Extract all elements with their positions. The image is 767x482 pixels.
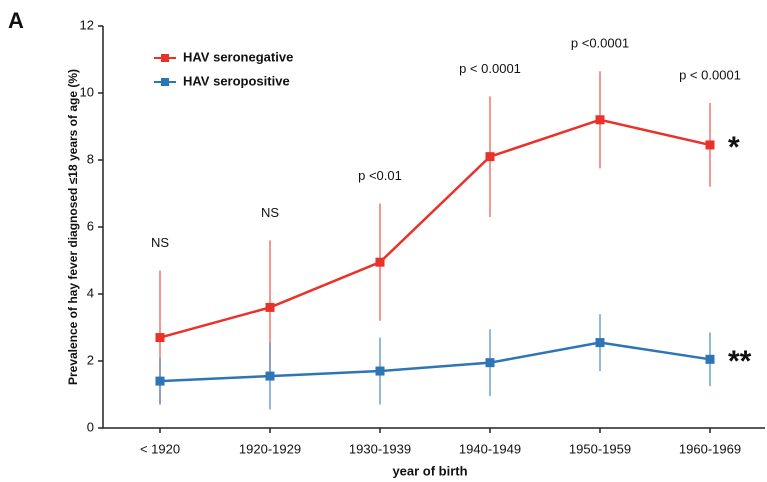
legend-label: HAV seropositive xyxy=(183,73,290,88)
series-note: ** xyxy=(728,345,752,378)
y-tick-label: 4 xyxy=(87,285,94,300)
x-tick-label: 1960-1969 xyxy=(679,441,741,456)
y-tick-label: 2 xyxy=(87,352,94,367)
point xyxy=(265,371,275,381)
point xyxy=(155,333,165,343)
y-axis-label: Prevalence of hay fever diagnosed ≤18 ye… xyxy=(66,69,80,385)
annotation: NS xyxy=(151,235,169,250)
point xyxy=(595,338,605,348)
point xyxy=(375,257,385,267)
point xyxy=(595,115,605,125)
point xyxy=(705,354,715,364)
x-tick-label: < 1920 xyxy=(140,441,180,456)
y-tick-label: 10 xyxy=(80,84,94,99)
annotation: p <0.01 xyxy=(358,168,402,183)
x-tick-label: 1920-1929 xyxy=(239,441,301,456)
point xyxy=(265,302,275,312)
x-axis-label: year of birth xyxy=(392,463,467,478)
series-line xyxy=(159,341,711,383)
legend-label: HAV seronegative xyxy=(183,49,293,64)
y-tick-label: 12 xyxy=(80,17,94,32)
series-note: * xyxy=(728,131,740,164)
series-line xyxy=(159,118,711,339)
point xyxy=(155,376,165,386)
annotation: p < 0.0001 xyxy=(679,67,741,82)
x-tick-label: 1940-1949 xyxy=(459,441,521,456)
point xyxy=(375,366,385,376)
y-tick-label: 8 xyxy=(87,151,94,166)
annotation: p <0.0001 xyxy=(571,36,629,51)
point xyxy=(485,152,495,162)
point xyxy=(485,358,495,368)
y-tick-label: 6 xyxy=(87,218,94,233)
x-tick-label: 1930-1939 xyxy=(349,441,411,456)
point xyxy=(705,140,715,150)
panel-label: A xyxy=(8,8,24,33)
annotation: NS xyxy=(261,205,279,220)
x-tick-label: 1950-1959 xyxy=(569,441,631,456)
annotation: p < 0.0001 xyxy=(459,61,521,76)
y-tick-label: 0 xyxy=(87,419,94,434)
